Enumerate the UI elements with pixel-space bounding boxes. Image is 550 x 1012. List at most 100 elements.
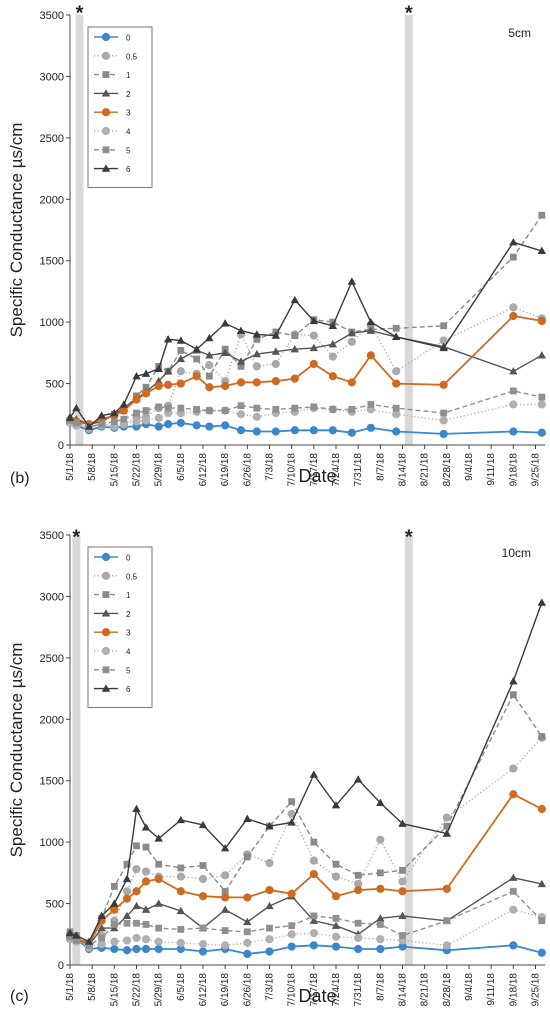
y-tick-label: 3000: [40, 591, 64, 603]
data-point: [177, 864, 185, 872]
data-point: [243, 853, 251, 861]
data-point: [376, 798, 385, 806]
data-point: [309, 941, 318, 950]
data-point: [376, 869, 384, 877]
data-point: [132, 417, 141, 426]
data-point: [366, 351, 375, 360]
data-point: [154, 937, 163, 946]
data-point: [509, 253, 517, 261]
data-point: [309, 359, 318, 369]
data-point: [440, 409, 448, 417]
data-point: [110, 921, 118, 928]
legend-swatch-marker: [101, 628, 111, 637]
x-tick-label: 7/10/18: [287, 973, 298, 1007]
data-point: [221, 887, 229, 895]
data-point: [309, 869, 318, 879]
data-point: [328, 426, 337, 435]
data-point: [537, 948, 546, 957]
data-point: [537, 351, 547, 359]
data-point: [328, 372, 337, 381]
data-point: [392, 367, 401, 376]
data-point: [354, 919, 362, 927]
data-point: [205, 333, 214, 342]
data-point: [309, 856, 318, 865]
legend-box: [87, 26, 153, 188]
data-point: [176, 418, 185, 427]
legend-entry-label: 5: [126, 666, 131, 675]
data-point: [154, 413, 163, 423]
series-6: [65, 238, 547, 430]
x-tick-label: 9/18/18: [508, 973, 519, 1007]
data-point: [220, 348, 230, 357]
data-point: [236, 326, 246, 334]
event-band: [72, 535, 81, 965]
x-axis-title: Date: [298, 986, 336, 1006]
data-point: [243, 928, 251, 936]
data-point: [291, 332, 299, 340]
data-point: [331, 921, 341, 929]
x-tick-label: 9/25/18: [531, 973, 542, 1007]
data-point: [97, 923, 106, 932]
data-point: [198, 892, 208, 901]
x-tick-label: 5/8/18: [87, 973, 98, 1001]
data-point: [84, 422, 94, 430]
data-point: [72, 419, 80, 427]
data-point: [176, 906, 186, 915]
x-tick-label: 9/11/18: [486, 453, 497, 486]
data-point: [347, 378, 356, 387]
series-line: [69, 935, 543, 955]
x-tick-label: 6/26/18: [242, 973, 253, 1007]
x-tick-label: 6/26/18: [242, 453, 253, 487]
data-point: [110, 944, 119, 954]
data-point: [509, 367, 518, 375]
data-point: [141, 389, 151, 398]
series-line: [69, 214, 543, 427]
data-point: [252, 378, 261, 387]
data-point: [97, 411, 106, 419]
data-point: [133, 842, 140, 850]
legend-entry-label: 6: [126, 165, 131, 174]
data-point: [154, 376, 163, 385]
data-point: [509, 311, 518, 321]
data-point: [290, 426, 299, 435]
data-point: [177, 347, 185, 354]
series-6: [65, 598, 547, 945]
x-tick-label: 7/3/18: [265, 973, 276, 1001]
x-tick-label: 6/5/18: [176, 973, 187, 1001]
data-point: [253, 335, 261, 343]
data-point: [142, 843, 150, 851]
chart-panel-b: * * 0 500 1000 1500 2000 2500 3000 3500 5/1/18 5/8/…: [7, 3, 547, 487]
data-point: [287, 889, 296, 898]
data-point: [398, 819, 407, 827]
data-point: [133, 409, 140, 417]
data-point: [98, 420, 106, 428]
data-point: [439, 380, 448, 389]
data-point: [133, 919, 140, 927]
y-tick-label: 1500: [40, 776, 64, 788]
data-point: [392, 404, 400, 412]
y-axis-title: Specific Conductance µs/cm: [7, 123, 26, 338]
legend-entry-label: 0.5: [126, 572, 138, 581]
event-band: [75, 15, 84, 445]
depth-label: 10cm: [502, 546, 531, 560]
data-point: [265, 947, 274, 956]
data-point: [537, 246, 547, 255]
data-point: [439, 343, 448, 352]
data-point: [376, 835, 385, 844]
x-tick-label: 5/15/18: [109, 453, 120, 487]
series-3: [65, 311, 546, 429]
legend-swatch-marker: [101, 571, 111, 580]
x-tick-label: 7/31/18: [353, 453, 364, 487]
data-point: [221, 407, 229, 414]
data-point: [205, 383, 214, 392]
data-point: [237, 362, 245, 370]
x-tick-label: 8/21/18: [420, 453, 431, 487]
data-point: [392, 410, 401, 419]
data-point: [509, 691, 517, 699]
data-point: [154, 422, 163, 431]
data-point: [199, 924, 207, 932]
legend-entry-label: 2: [126, 90, 131, 99]
x-tick-label: 9/25/18: [531, 453, 542, 487]
data-point: [367, 401, 375, 408]
data-point: [192, 344, 201, 353]
